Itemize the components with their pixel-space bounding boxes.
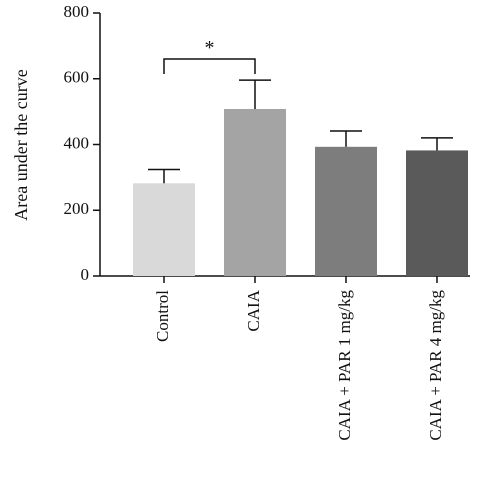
category-labels: Control CAIA CAIA + PAR 1 mg/kg CAIA + PAR … (153, 289, 445, 440)
category-label-2: CAIA + PAR 1 mg/kg (335, 290, 354, 441)
significance-annotations: * (163, 37, 256, 75)
bar-3 (406, 150, 468, 276)
x-axis (100, 275, 470, 283)
bars (133, 108, 468, 277)
y-axis: 0 200 400 600 800 (64, 2, 101, 284)
category-label-0: Control (153, 290, 172, 342)
category-label-1: CAIA (244, 289, 263, 331)
error-bars (148, 79, 453, 184)
y-tick-label: 200 (64, 199, 90, 218)
y-tick-label: 400 (64, 133, 90, 152)
significance-bracket (163, 58, 256, 75)
bar-0 (133, 183, 195, 276)
bar-2 (315, 146, 377, 276)
y-tick-label: 800 (64, 2, 90, 21)
y-tick-label: 600 (64, 68, 90, 87)
significance-star: * (205, 37, 215, 59)
y-axis-title: Area under the curve (11, 69, 31, 220)
bar-1 (224, 108, 286, 277)
y-tick-label: 0 (81, 265, 90, 284)
category-label-3: CAIA + PAR 4 mg/kg (426, 290, 445, 441)
